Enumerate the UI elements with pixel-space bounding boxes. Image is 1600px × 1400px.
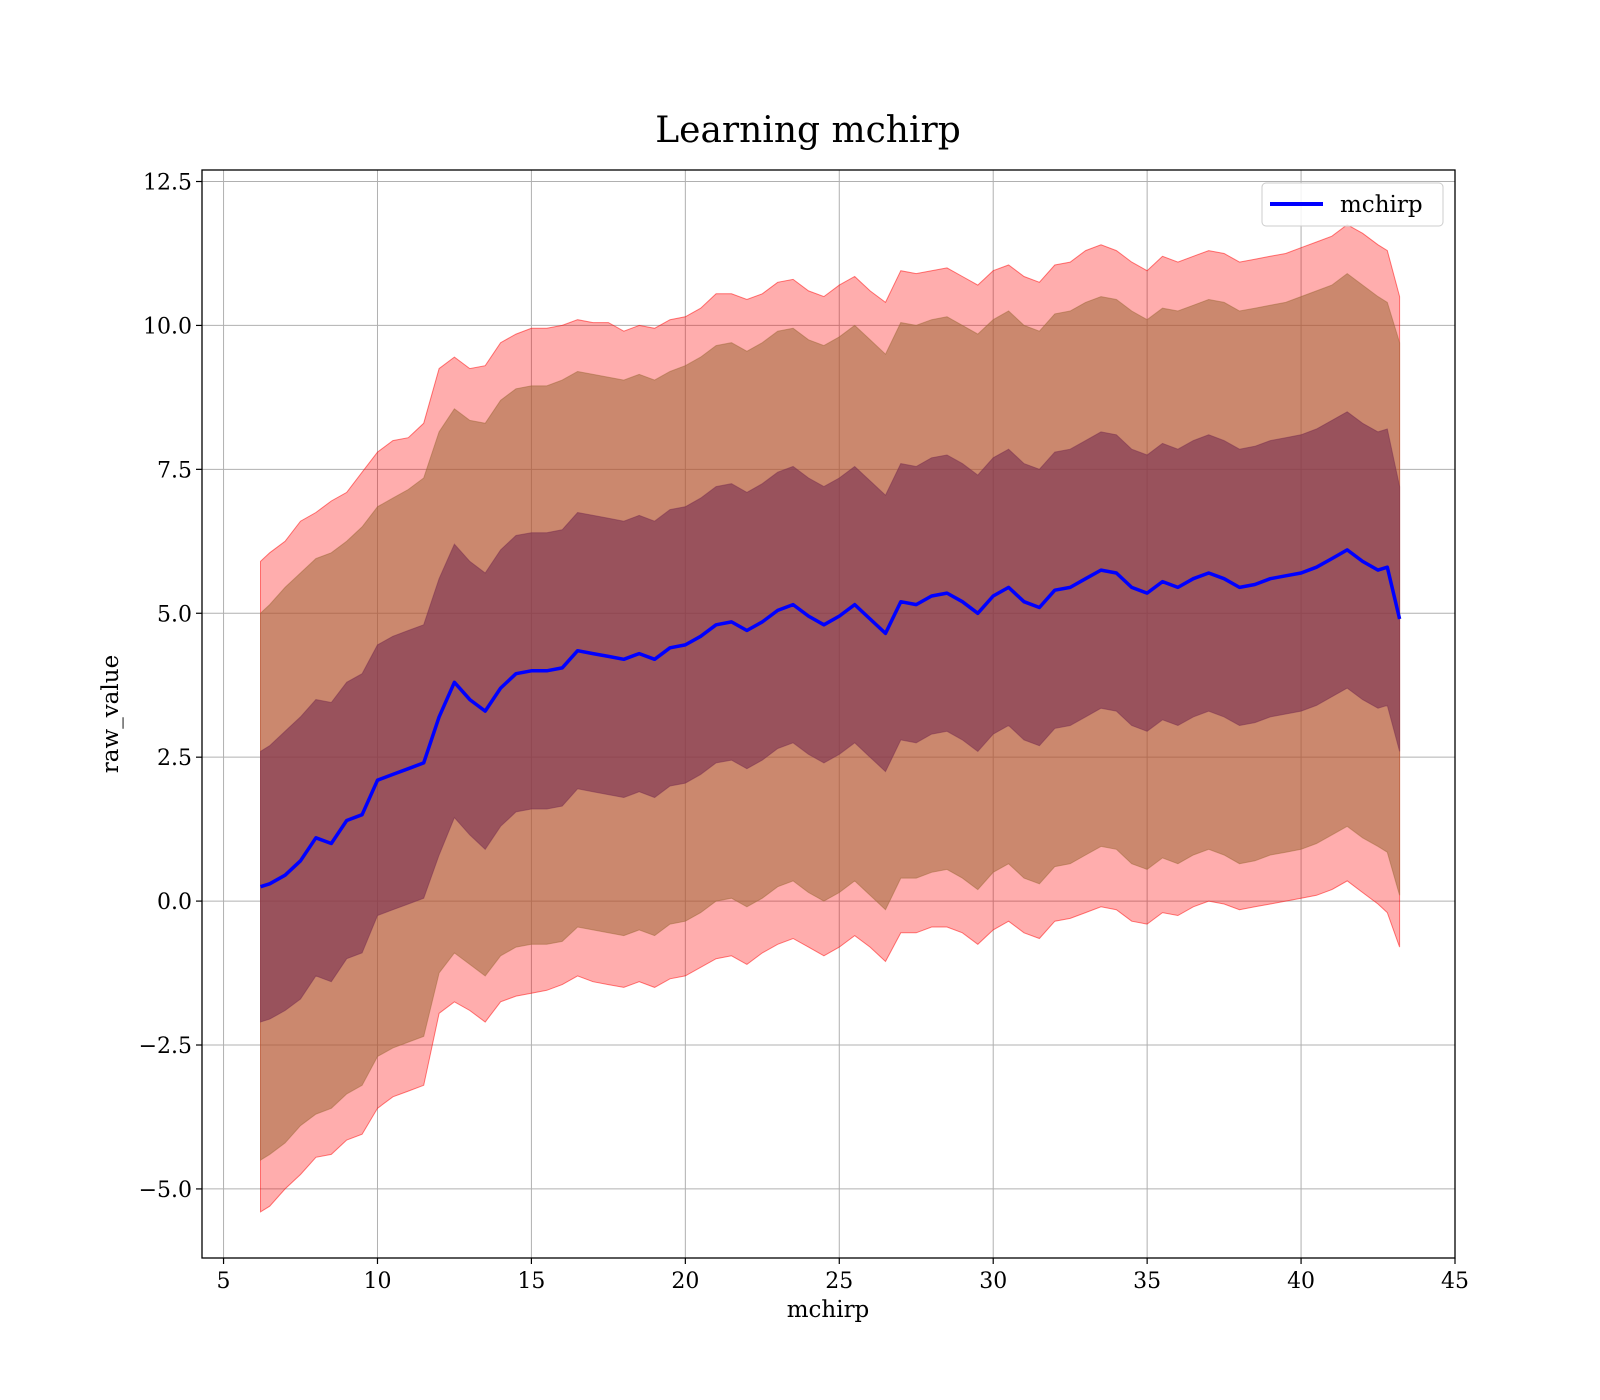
plot-frame — [201, 169, 1456, 1259]
legend: mchirp — [1261, 182, 1444, 227]
x-tick-label: 35 — [1133, 1269, 1161, 1294]
y-axis-ticks: −5.0 −2.5 0.0 2.5 5.0 7.5 10.0 12.5 — [139, 171, 202, 1203]
x-tick-label: 20 — [671, 1269, 699, 1294]
y-tick-label: 7.5 — [157, 458, 192, 483]
y-tick-label: 5.0 — [157, 602, 192, 627]
x-tick-label: 25 — [825, 1269, 853, 1294]
band-1-sigma — [260, 411, 1401, 1023]
x-tick-label: 5 — [217, 1269, 231, 1294]
x-tick-label: 15 — [517, 1269, 545, 1294]
y-tick-label: 2.5 — [157, 746, 192, 771]
confidence-bands — [260, 224, 1401, 1213]
x-tick-label: 40 — [1287, 1269, 1315, 1294]
y-tick-label: 0.0 — [157, 890, 192, 915]
x-tick-label: 30 — [979, 1269, 1007, 1294]
y-axis-label: raw_value — [98, 655, 124, 773]
x-tick-label: 10 — [363, 1269, 391, 1294]
legend-box — [1261, 182, 1444, 227]
y-tick-label: −5.0 — [139, 1178, 192, 1203]
series-line-mchirp — [259, 548, 1402, 889]
y-tick-label: 12.5 — [143, 171, 192, 196]
legend-label-mchirp: mchirp — [1340, 192, 1423, 218]
y-tick-label: −2.5 — [139, 1034, 192, 1059]
x-tick-label: 45 — [1441, 1269, 1469, 1294]
y-tick-label: 10.0 — [143, 314, 192, 339]
x-axis-ticks: 5 10 15 20 25 30 35 40 45 — [217, 1258, 1469, 1294]
series-lines — [259, 548, 1402, 889]
x-axis-label: mchirp — [787, 1297, 870, 1323]
chart-title: Learning mchirp — [655, 110, 961, 151]
